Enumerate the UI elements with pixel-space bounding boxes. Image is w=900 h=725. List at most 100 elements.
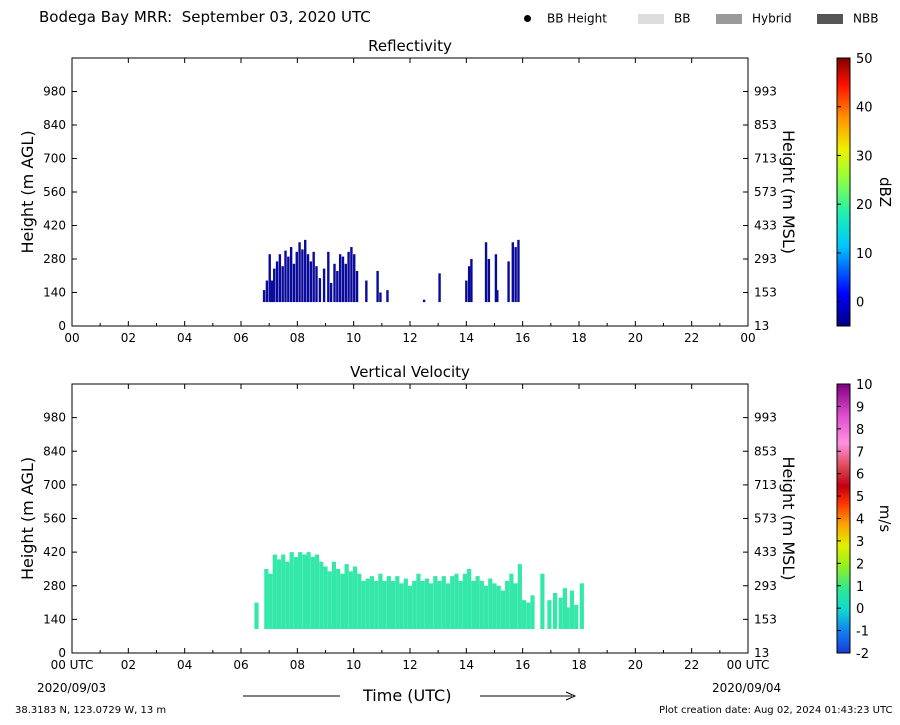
data-column [276, 559, 282, 629]
data-column [558, 597, 563, 629]
data-column [348, 571, 353, 629]
data-column [467, 568, 472, 629]
colorbar-tick-label: 0 [856, 602, 864, 617]
data-column [340, 573, 345, 629]
y-tick-label: 700 [43, 478, 66, 492]
data-column [365, 280, 368, 303]
legend-label: BB [674, 11, 691, 26]
data-column [517, 239, 520, 303]
colorbar-tick-label: -1 [856, 625, 869, 640]
data-column [350, 247, 353, 303]
x-axis-title: Time (UTC) [363, 686, 452, 705]
data-column [254, 602, 259, 629]
data-column [433, 576, 438, 629]
y-axis-title-right: Height (m MSL) [779, 456, 798, 580]
x-tick-label: 00 [64, 331, 79, 345]
y-tick-label-right: 293 [754, 252, 777, 266]
colorbar-tick-label: 6 [856, 468, 864, 483]
dot-marker-icon [524, 15, 531, 22]
x-tick-label: 08 [290, 331, 305, 345]
y-tick-label: 0 [58, 319, 66, 333]
colorbar-tick-label: 20 [856, 198, 873, 213]
page-title: Bodega Bay MRR: September 03, 2020 UTC [39, 8, 371, 26]
x-tick-label: 10 [346, 331, 361, 345]
station-coordinates: 38.3183 N, 123.0729 W, 13 m [15, 705, 167, 716]
x-tick-label: 18 [571, 658, 586, 672]
data-column [441, 576, 446, 629]
data-column [399, 583, 404, 629]
data-column [412, 580, 417, 629]
start-date: 2020/09/03 [37, 681, 107, 695]
y-tick-label: 280 [43, 579, 66, 593]
data-column [521, 600, 527, 629]
data-column [407, 585, 413, 629]
x-tick-label: 00 [740, 331, 755, 345]
colorbar-tick-label: 10 [856, 378, 873, 393]
y-tick-label: 0 [58, 646, 66, 660]
data-column [355, 270, 359, 303]
legend-label: Hybrid [752, 11, 792, 26]
data-column [374, 580, 379, 629]
data-column [268, 254, 271, 303]
legend-swatch [817, 13, 843, 24]
data-column [424, 578, 429, 629]
data-column [471, 580, 476, 629]
data-column [302, 554, 307, 629]
data-column [483, 585, 489, 629]
data-column [319, 561, 324, 629]
y-tick-label: 140 [43, 286, 66, 300]
data-column [513, 583, 518, 629]
data-column [475, 576, 480, 629]
y-tick-label: 420 [43, 219, 66, 233]
data-column [462, 573, 468, 629]
data-column [272, 554, 277, 629]
data-column [361, 580, 366, 629]
data-column [386, 576, 391, 629]
data-column [287, 256, 290, 303]
colorbar-tick-label: 5 [856, 490, 864, 505]
x-tick-label: 16 [515, 331, 530, 345]
data-column [458, 580, 463, 629]
data-column [507, 261, 510, 303]
data-column [517, 564, 522, 629]
y-tick-label-right: 713 [754, 152, 777, 166]
y-tick-label-right: 293 [754, 579, 777, 593]
x-tick-label: 00 UTC [727, 658, 770, 672]
y-tick-label: 560 [43, 185, 66, 199]
data-column [329, 282, 333, 303]
data-column [327, 251, 330, 303]
x-tick-label: 22 [684, 658, 699, 672]
data-column [357, 573, 362, 629]
y-tick-label-right: 713 [754, 478, 777, 492]
data-column [526, 602, 531, 629]
data-column [275, 261, 279, 303]
data-column [333, 263, 336, 303]
colorbar-tick-label: 4 [856, 513, 864, 528]
data-column [315, 266, 318, 303]
data-column [429, 583, 434, 629]
legend-swatch [716, 13, 742, 24]
data-column [341, 256, 345, 303]
x-tick-label: 06 [233, 331, 248, 345]
y-tick-label: 420 [43, 545, 66, 559]
panel-title: Vertical Velocity [350, 363, 470, 381]
data-column [494, 254, 498, 303]
data-column [347, 251, 350, 303]
x-tick-label: 02 [121, 331, 136, 345]
data-column [281, 266, 284, 303]
y-axis-title-right: Height (m MSL) [779, 130, 798, 254]
x-tick-label: 04 [177, 658, 192, 672]
legend-swatch [638, 13, 664, 24]
panel-title: Reflectivity [368, 37, 452, 55]
colorbar-tick-label: 50 [856, 52, 873, 67]
data-column [336, 568, 341, 629]
colorbar-tick-label: 10 [856, 247, 873, 262]
data-column [391, 580, 396, 629]
data-column [289, 247, 293, 303]
legend-label: BB Height [547, 11, 607, 26]
x-tick-label: 04 [177, 331, 192, 345]
y-tick-label-right: 153 [754, 286, 777, 300]
data-column [445, 583, 451, 629]
colorbar-tick-label: 3 [856, 535, 864, 550]
